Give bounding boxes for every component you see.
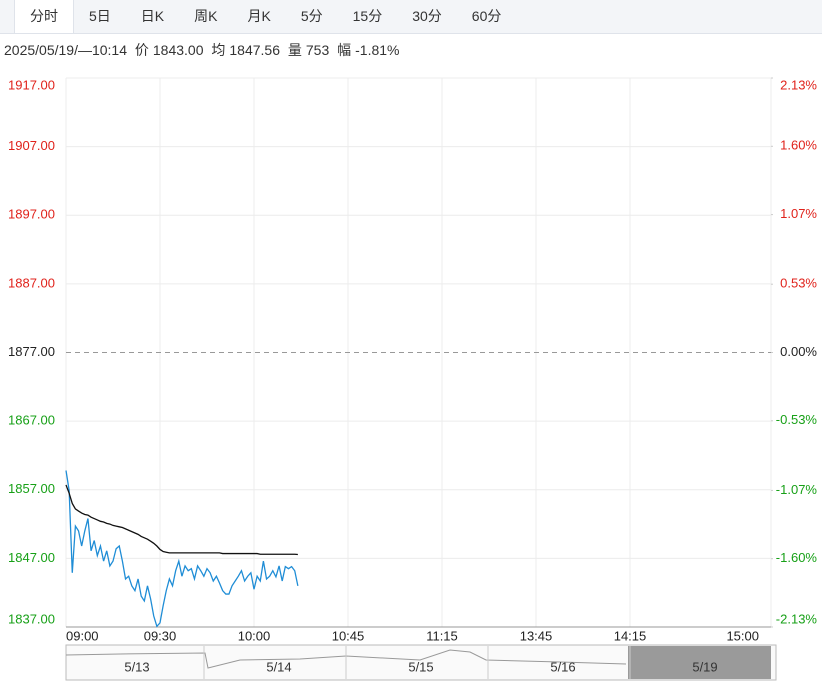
tab[interactable]: 60分 xyxy=(471,8,502,24)
x-tick-label: 10:45 xyxy=(332,628,365,643)
navigator-date: 5/16 xyxy=(550,659,575,674)
y-tick-label: 1907.00 xyxy=(8,138,55,153)
quote-info: 2025/05/19/—10:14 价 1843.00 均 1847.56 量 753… xyxy=(4,40,404,60)
y-tick-label: 1877.00 xyxy=(8,344,55,359)
change: -1.81% xyxy=(355,42,400,58)
x-tick-label: 13:45 xyxy=(520,628,553,643)
tab[interactable]: 月K xyxy=(247,8,271,24)
y2-tick-label: -2.13% xyxy=(776,611,818,626)
y2-tick-label: 0.53% xyxy=(780,276,817,291)
label: 均 xyxy=(211,42,226,58)
time: 2025/05/19/—10:14 xyxy=(4,42,127,58)
label: 价 xyxy=(134,42,149,58)
price: 1843.00 xyxy=(152,42,204,58)
navigator-date: 5/19 xyxy=(692,659,717,674)
y-tick-label: 1867.00 xyxy=(8,413,55,428)
label: 量 xyxy=(287,42,302,58)
tab[interactable]: 5日 xyxy=(89,8,111,24)
x-tick-label: 09:30 xyxy=(144,628,177,643)
navigator-date: 5/13 xyxy=(124,659,149,674)
y2-tick-label: 1.60% xyxy=(780,138,817,153)
label: 幅 xyxy=(337,42,352,58)
tab[interactable]: 30分 xyxy=(412,8,442,24)
navigator-date: 5/14 xyxy=(266,659,291,674)
tab[interactable]: 15分 xyxy=(352,8,383,24)
avg: 1847.56 xyxy=(229,42,280,58)
tab[interactable]: 周K xyxy=(194,8,218,24)
navigator-selection xyxy=(628,646,771,679)
x-tick-label: 14:15 xyxy=(614,628,647,643)
x-tick-label: 09:00 xyxy=(66,628,99,643)
x-tick-label: 10:00 xyxy=(238,628,271,643)
y-tick-label: 1857.00 xyxy=(8,481,55,496)
y-tick-label: 1897.00 xyxy=(8,207,55,222)
y2-tick-label: -1.60% xyxy=(776,550,818,565)
volume: 753 xyxy=(305,42,330,58)
x-tick-label: 11:15 xyxy=(426,628,458,643)
y-tick-label: 1917.00 xyxy=(8,77,55,92)
y-tick-label: 1837.00 xyxy=(8,611,55,626)
y-tick-label: 1847.00 xyxy=(8,550,55,565)
navigator-date: 5/15 xyxy=(408,659,433,674)
tab[interactable]: 日K xyxy=(140,8,165,24)
y2-tick-label: -0.53% xyxy=(776,412,818,427)
series-line xyxy=(65,470,299,628)
y-tick-label: 1887.00 xyxy=(8,275,55,290)
tab[interactable]: 分时 xyxy=(14,0,74,33)
y2-tick-label: 2.13% xyxy=(780,77,817,92)
tab-bar: 分时 5日 日K 周K 月K 5分 15分 30分 60分 xyxy=(0,0,822,34)
y2-tick-label: 1.07% xyxy=(780,206,817,221)
y2-tick-label: 0.00% xyxy=(780,344,817,359)
series-line xyxy=(65,484,298,556)
y2-tick-label: -1.07% xyxy=(776,482,818,497)
x-tick-label: 15:00 xyxy=(726,628,759,643)
tab[interactable]: 5分 xyxy=(300,8,323,24)
